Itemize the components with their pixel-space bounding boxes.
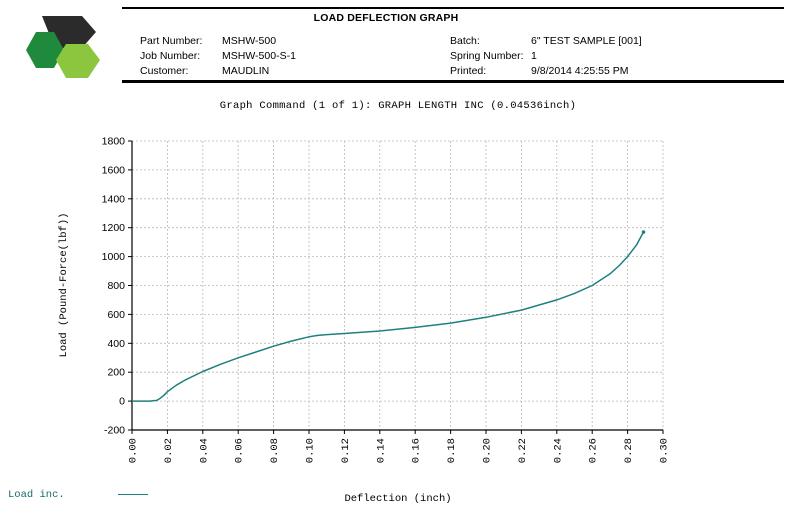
y-tick-label: 1000 xyxy=(102,251,126,263)
graph-command: Graph Command (1 of 1): GRAPH LENGTH INC… xyxy=(219,100,577,112)
x-tick-label: 0.18 xyxy=(446,438,458,463)
x-tick-label: 0.08 xyxy=(269,438,281,463)
x-tick-label: 0.20 xyxy=(482,438,494,463)
printed-label: Printed: xyxy=(450,65,487,77)
x-axis-label: Deflection (inch) xyxy=(344,493,452,505)
logo-light-green-hexagon xyxy=(56,44,100,78)
y-tick-label: 1800 xyxy=(102,136,126,148)
x-tick-label: 0.24 xyxy=(552,438,564,463)
x-tick-label: 0.28 xyxy=(623,438,635,463)
x-tick-label: 0.16 xyxy=(411,438,423,463)
job-number-value: MSHW-500-S-1 xyxy=(222,50,296,62)
report-title: LOAD DEFLECTION GRAPH xyxy=(313,12,459,24)
job-number-label: Job Number: xyxy=(140,50,201,62)
chart-series xyxy=(132,230,646,402)
legend-label: Load inc. xyxy=(8,489,65,501)
x-tick-label: 0.06 xyxy=(234,438,246,463)
part-number-label: Part Number: xyxy=(140,35,203,47)
report-header: LOAD DEFLECTION GRAPH Part Number: MSHW-… xyxy=(122,7,784,83)
x-tick-label: 0.00 xyxy=(128,438,140,463)
company-logo xyxy=(26,16,100,78)
logo-green-hexagon xyxy=(26,32,64,68)
y-tick-label: 1400 xyxy=(102,193,126,205)
part-number-value: MSHW-500 xyxy=(222,35,277,47)
chart-grid xyxy=(132,140,664,431)
y-tick-label: 1200 xyxy=(102,222,126,234)
x-tick-label: 0.12 xyxy=(340,438,352,463)
x-tick-label: 0.30 xyxy=(659,438,671,463)
x-tick-label: 0.14 xyxy=(375,438,387,463)
y-tick-label: 1600 xyxy=(102,164,126,176)
x-tick-label: 0.26 xyxy=(588,438,600,463)
legend-line-swatch xyxy=(118,494,148,495)
y-tick-label: -200 xyxy=(104,425,125,437)
x-tick-label: 0.04 xyxy=(198,438,210,463)
series-line-load-inc xyxy=(132,231,645,402)
y-axis-label: Load (Pound-Force(lbf)) xyxy=(58,213,70,358)
spring-number-value: 1 xyxy=(531,50,537,62)
x-tick-label: 0.02 xyxy=(163,438,175,463)
batch-label: Batch: xyxy=(450,35,480,47)
customer-label: Customer: xyxy=(140,65,189,77)
series-end-point xyxy=(641,230,646,234)
y-tick-label: 0 xyxy=(119,396,125,408)
customer-value: MAUDLIN xyxy=(222,65,270,77)
spring-number-label: Spring Number: xyxy=(450,50,524,62)
y-tick-label: 400 xyxy=(107,338,125,350)
y-tick-label: 600 xyxy=(107,309,125,321)
x-tick-label: 0.22 xyxy=(517,438,529,463)
y-tick-label: 200 xyxy=(107,367,125,379)
chart-axes xyxy=(128,140,664,434)
y-tick-label: 800 xyxy=(107,280,125,292)
batch-value: 6" TEST SAMPLE [001] xyxy=(531,35,642,47)
chart-tick-labels: 0.00 0.02 0.04 0.06 0.08 0.10 0.12 0.14 0.16 0.18… xyxy=(102,136,671,464)
printed-value: 9/8/2014 4:25:55 PM xyxy=(531,65,629,77)
x-tick-label: 0.10 xyxy=(305,438,317,463)
